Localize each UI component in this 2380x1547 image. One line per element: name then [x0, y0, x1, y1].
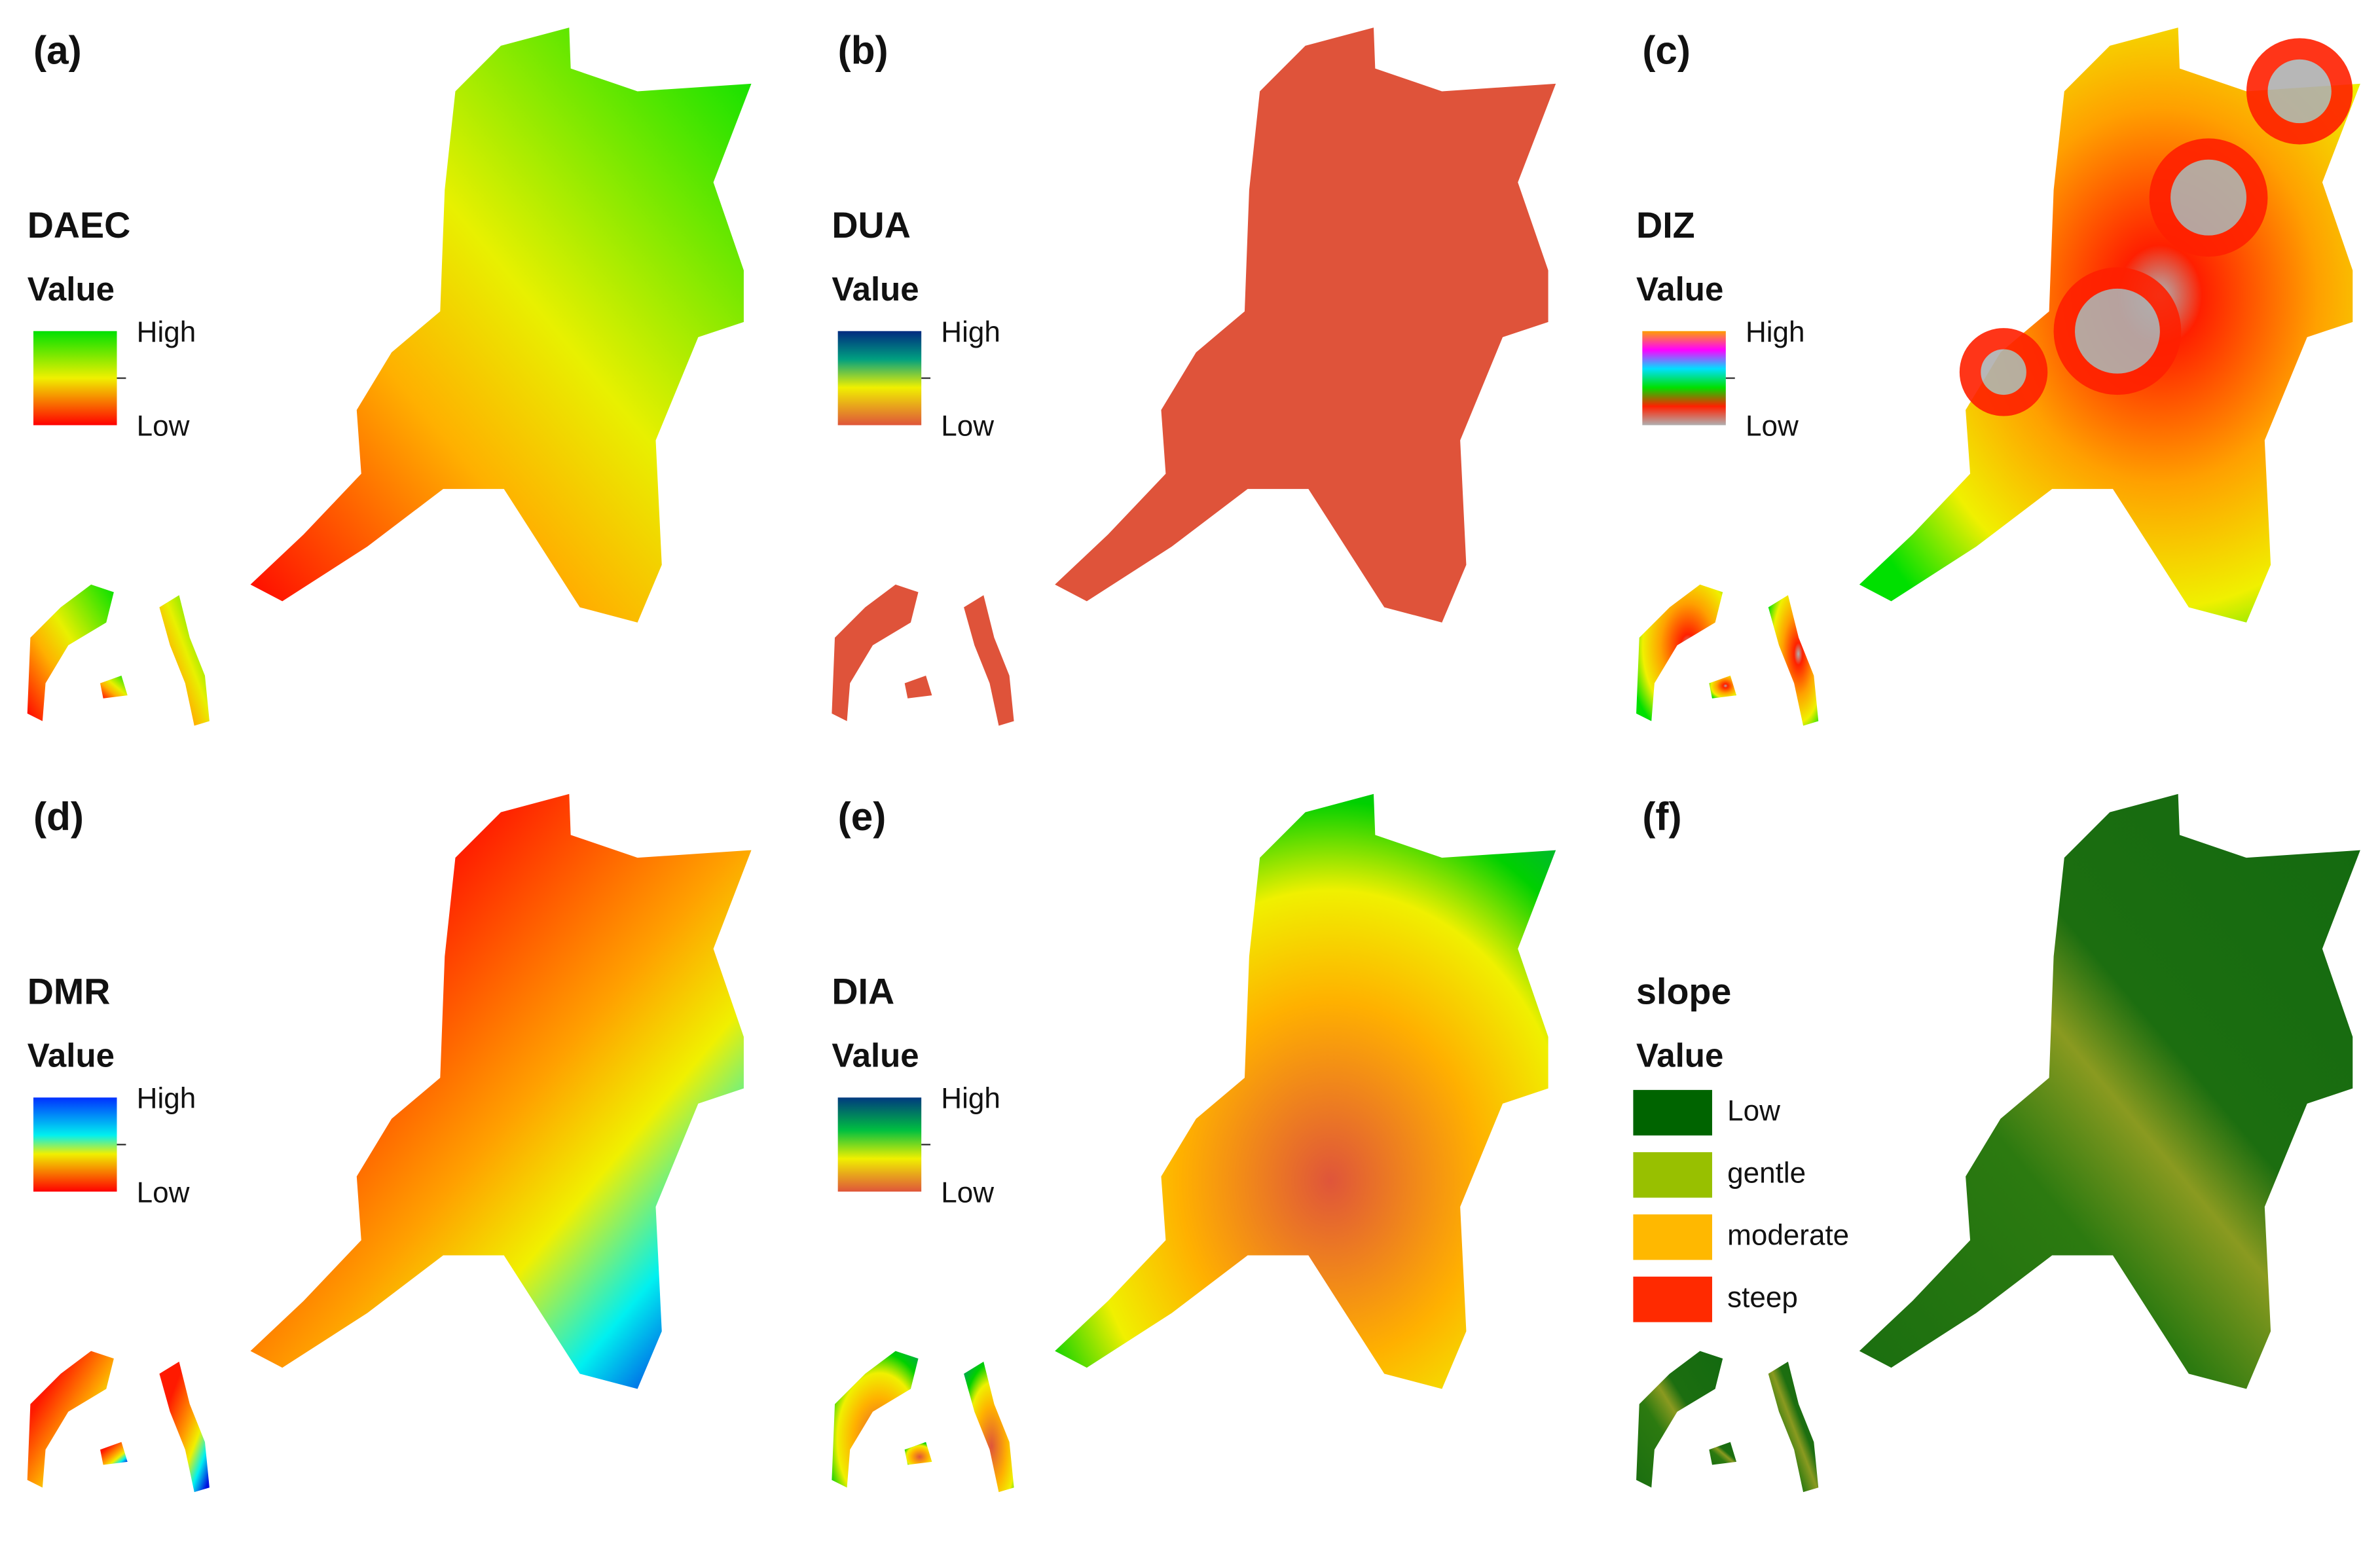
legend-ramp: [837, 1097, 922, 1192]
legend-title: DUA: [832, 205, 911, 246]
legend-high: High: [1746, 316, 1805, 348]
legend-ramp: [33, 331, 117, 426]
legend-low: Low: [1746, 410, 1799, 443]
legend-low: Low: [941, 1176, 994, 1209]
legend-subtitle: Value: [1636, 270, 1723, 308]
region-island: [27, 1351, 114, 1488]
legend-high: High: [941, 1083, 1000, 1115]
region-island: [904, 675, 932, 699]
region-island: [1768, 595, 1819, 726]
panel-label: (a): [33, 27, 82, 72]
region-island: [832, 1351, 919, 1488]
legend-low: Low: [137, 410, 190, 443]
region-island: [904, 1442, 932, 1465]
zone-buffer: [2053, 267, 2182, 395]
legend-subtitle: Value: [832, 1037, 919, 1074]
legend-label: Low: [1727, 1095, 1780, 1127]
legend-swatch: [1633, 1152, 1712, 1198]
legend-label: gentle: [1727, 1157, 1806, 1189]
region-island: [1709, 1442, 1737, 1465]
panel-label: (b): [838, 27, 888, 72]
legend-swatch: [1633, 1089, 1712, 1136]
legend-low: Low: [941, 410, 994, 443]
zone-buffer: [2246, 38, 2353, 145]
legend-low: Low: [137, 1176, 190, 1209]
map-panel: (b) DUA Value High Low: [832, 27, 1556, 726]
legend-label: moderate: [1727, 1219, 1849, 1251]
legend-subtitle: Value: [832, 270, 919, 308]
map-panel: (d) DMR Value High Low: [27, 793, 752, 1493]
region-island: [1636, 584, 1723, 721]
region-main: [1055, 27, 1556, 623]
region-main: [250, 793, 752, 1389]
legend-subtitle: Value: [27, 1037, 115, 1074]
legend-title: DIZ: [1636, 205, 1695, 246]
legend-high: High: [941, 316, 1000, 348]
legend-swatch: [1633, 1276, 1712, 1322]
region-island: [159, 595, 210, 726]
legend-title: DAEC: [27, 205, 131, 246]
panel-label: (e): [838, 794, 887, 839]
panel-label: (d): [33, 794, 84, 839]
region-main: [1859, 793, 2360, 1389]
region-island: [159, 1361, 210, 1493]
legend-title: slope: [1636, 971, 1731, 1011]
legend-ramp: [837, 331, 922, 426]
zone-buffer: [2149, 138, 2268, 257]
legend-title: DIA: [832, 971, 894, 1011]
region-island: [100, 675, 128, 699]
map-panel: (a) DAEC Value High Low: [27, 27, 752, 726]
region-island: [1709, 675, 1737, 699]
region-island: [1768, 1361, 1819, 1493]
panel-label: (f): [1642, 794, 1681, 839]
region-main: [1055, 793, 1556, 1389]
legend-high: High: [137, 316, 196, 348]
region-island: [964, 595, 1014, 726]
legend-ramp: [33, 1097, 117, 1192]
legend-subtitle: Value: [27, 270, 115, 308]
legend-high: High: [137, 1083, 196, 1115]
region-main: [250, 27, 752, 623]
region-island: [832, 584, 919, 721]
region-island: [964, 1361, 1014, 1493]
region-island: [1636, 1351, 1723, 1488]
legend-subtitle: Value: [1636, 1037, 1723, 1074]
panel-label: (c): [1642, 27, 1691, 72]
map-panel: (c) DIZ Value High Low: [1636, 27, 2360, 726]
zone-buffer: [1959, 328, 2048, 416]
legend-label: steep: [1727, 1281, 1798, 1313]
map-panel: (e) DIA Value High Low: [832, 793, 1556, 1493]
legend-ramp: [1642, 331, 1726, 426]
region-island: [100, 1442, 128, 1465]
region-island: [27, 584, 114, 721]
legend-title: DMR: [27, 971, 111, 1011]
legend-swatch: [1633, 1214, 1712, 1260]
